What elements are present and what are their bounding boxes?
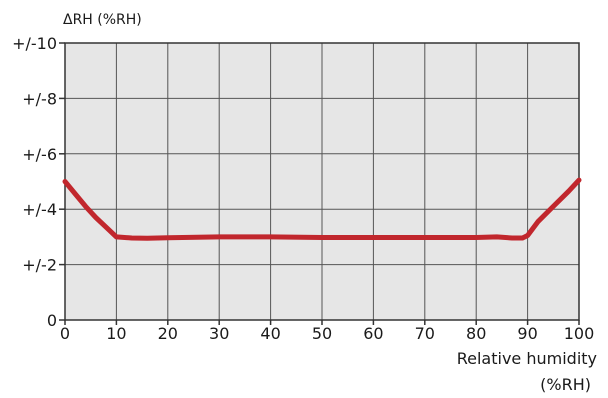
- x-axis-ticks: 0 10 20 30 40 50 60 70 80 90 100: [60, 320, 594, 343]
- y-tick-label: +/-2: [22, 256, 57, 275]
- y-tick-label: 0: [47, 311, 57, 330]
- y-axis-ticks: 0 +/-2 +/-4 +/-6 +/-8 +/-10: [12, 34, 65, 330]
- x-tick-label: 0: [60, 324, 70, 343]
- x-tick-label: 50: [312, 324, 332, 343]
- series-group: [62, 177, 582, 241]
- x-tick-label: 60: [363, 324, 383, 343]
- x-tick-label: 100: [564, 324, 595, 343]
- y-tick-label: +/-6: [22, 145, 57, 164]
- x-tick-label: 80: [466, 324, 486, 343]
- y-tick-label: +/-8: [22, 89, 57, 108]
- x-tick-label: 40: [260, 324, 280, 343]
- x-tick-label: 10: [106, 324, 126, 343]
- x-tick-label: 90: [517, 324, 537, 343]
- x-tick-label: 20: [158, 324, 178, 343]
- series-line: [62, 177, 582, 241]
- x-tick-label: 30: [209, 324, 229, 343]
- x-axis-title-line2: (%RH): [540, 375, 591, 394]
- y-tick-label: +/-10: [12, 34, 57, 53]
- y-axis-title: ΔRH (%RH): [63, 12, 142, 28]
- x-tick-label: 70: [415, 324, 435, 343]
- x-axis-title-line1: Relative humidity: [457, 349, 597, 368]
- y-tick-label: +/-4: [22, 200, 57, 219]
